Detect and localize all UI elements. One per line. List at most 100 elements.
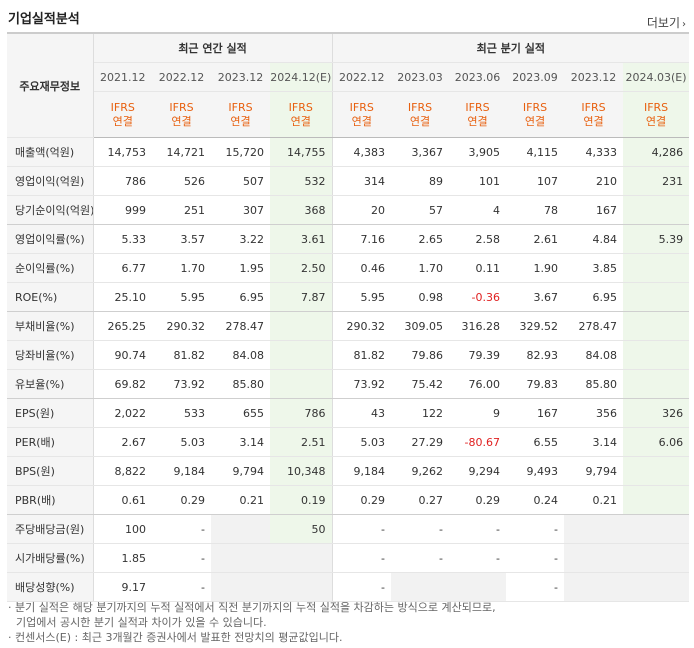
value-cell: [623, 543, 690, 573]
note-3: · 컨센서스(E) : 최근 3개월간 증권사에서 발표한 전망치의 평균값입니…: [8, 631, 343, 644]
value-cell: [623, 311, 690, 341]
value-cell: 2,022: [93, 398, 152, 428]
value-cell: 3.85: [564, 253, 624, 283]
value-cell: 290.32: [331, 311, 392, 341]
value-cell: 786: [93, 166, 152, 196]
row-label: ROE(%): [7, 282, 94, 312]
value-cell: 309.05: [391, 311, 450, 341]
financial-table: 주요재무정보 최근 연간 실적 최근 분기 실적 2021.12 2022.12 2…: [7, 32, 690, 602]
value-cell: -: [152, 543, 211, 573]
value-cell: 0.61: [93, 485, 152, 515]
value-cell: 9,184: [331, 456, 392, 486]
value-cell: 326: [623, 398, 690, 428]
value-cell: [623, 456, 690, 486]
value-cell: 79.83: [506, 369, 565, 399]
value-cell: [270, 311, 333, 341]
value-cell: 7.16: [331, 224, 392, 254]
period-header: 2022.12: [331, 62, 392, 92]
basis-ifrs: IFRS: [349, 100, 374, 114]
basis-header: IFRS 연결: [449, 91, 507, 138]
basis-ifrs: IFRS: [407, 100, 433, 114]
value-cell: -: [152, 572, 211, 602]
value-cell: -: [449, 514, 507, 544]
row-label: 시가배당률(%): [7, 543, 94, 573]
value-cell: 356: [564, 398, 624, 428]
value-cell: 90.74: [93, 340, 152, 370]
value-cell: 15,720: [211, 137, 270, 167]
value-cell: 6.55: [506, 427, 565, 457]
row-label: 매출액(억원): [7, 137, 94, 167]
basis-consolidated: 연결: [290, 114, 311, 128]
value-cell: 210: [564, 166, 624, 196]
value-cell: 81.82: [331, 340, 392, 370]
value-cell: 27.29: [391, 427, 450, 457]
note-2: 기업에서 공시한 분기 실적과 차이가 있을 수 있습니다.: [16, 616, 267, 629]
chevron-right-icon: ›: [682, 19, 686, 30]
value-cell: -: [331, 514, 392, 544]
value-cell: 0.21: [564, 485, 624, 515]
value-cell: 251: [152, 195, 211, 225]
value-cell: -: [152, 514, 211, 544]
value-cell: 79.39: [449, 340, 507, 370]
value-cell: 0.29: [152, 485, 211, 515]
value-cell: 0.46: [331, 253, 392, 283]
value-cell: 6.06: [623, 427, 690, 457]
value-cell: 50: [270, 514, 333, 544]
value-cell: [270, 369, 333, 399]
value-cell: 9,262: [391, 456, 450, 486]
value-cell: 786: [270, 398, 333, 428]
value-cell: [623, 369, 690, 399]
value-cell: 6.95: [211, 282, 270, 312]
basis-ifrs: IFRS: [522, 100, 548, 114]
value-cell: 14,753: [93, 137, 152, 167]
corner-header: 주요재무정보: [7, 32, 94, 138]
value-cell: 5.95: [331, 282, 392, 312]
table-row: PBR(배) 0.61 0.29 0.21 0.19 0.29 0.27 0.29 0.24 0.…: [7, 485, 690, 515]
basis-consolidated: 연결: [583, 114, 604, 128]
value-cell: 655: [211, 398, 270, 428]
value-cell: 73.92: [152, 369, 211, 399]
value-cell: 2.51: [270, 427, 333, 457]
value-cell: 0.11: [449, 253, 507, 283]
value-cell: 1.70: [391, 253, 450, 283]
value-cell: -: [391, 543, 450, 573]
more-link[interactable]: 더보기 ›: [647, 14, 686, 31]
row-label: 배당성향(%): [7, 572, 94, 602]
value-cell: 278.47: [211, 311, 270, 341]
basis-ifrs: IFRS: [465, 100, 490, 114]
value-cell: 2.58: [449, 224, 507, 254]
value-cell: 20: [331, 195, 392, 225]
value-cell: 9,294: [449, 456, 507, 486]
value-cell: 4: [449, 195, 507, 225]
value-cell: 3.14: [211, 427, 270, 457]
basis-consolidated: 연결: [351, 114, 372, 128]
basis-consolidated: 연결: [524, 114, 546, 128]
annual-header: 최근 연간 실적: [93, 32, 333, 63]
basis-ifrs: IFRS: [169, 100, 194, 114]
value-cell: [391, 572, 450, 602]
period-header: 2023.09: [506, 62, 565, 92]
value-cell: 3.61: [270, 224, 333, 254]
value-cell: -: [331, 572, 392, 602]
period-header: 2023.03: [391, 62, 450, 92]
value-cell: [211, 543, 270, 573]
table-row: 당좌비율(%) 90.74 81.82 84.08 81.82 79.86 79.39 82.…: [7, 340, 690, 370]
basis-header: IFRS 연결: [623, 91, 690, 138]
basis-ifrs: IFRS: [643, 100, 669, 114]
value-cell: 0.29: [449, 485, 507, 515]
value-cell: 82.93: [506, 340, 565, 370]
value-cell: 4,115: [506, 137, 565, 167]
basis-header: IFRS 연결: [93, 91, 152, 138]
value-cell: [623, 282, 690, 312]
table-row: BPS(원) 8,822 9,184 9,794 10,348 9,184 9,262 9,2…: [7, 456, 690, 486]
row-label: 영업이익(억원): [7, 166, 94, 196]
basis-header: IFRS 연결: [331, 91, 392, 138]
value-cell: -80.67: [449, 427, 507, 457]
value-cell: [449, 572, 507, 602]
period-header: 2024.12(E): [270, 62, 333, 92]
value-cell: 9,794: [564, 456, 624, 486]
basis-header: IFRS 연결: [506, 91, 565, 138]
value-cell: 0.24: [506, 485, 565, 515]
value-cell: 9: [449, 398, 507, 428]
value-cell: 1.90: [506, 253, 565, 283]
